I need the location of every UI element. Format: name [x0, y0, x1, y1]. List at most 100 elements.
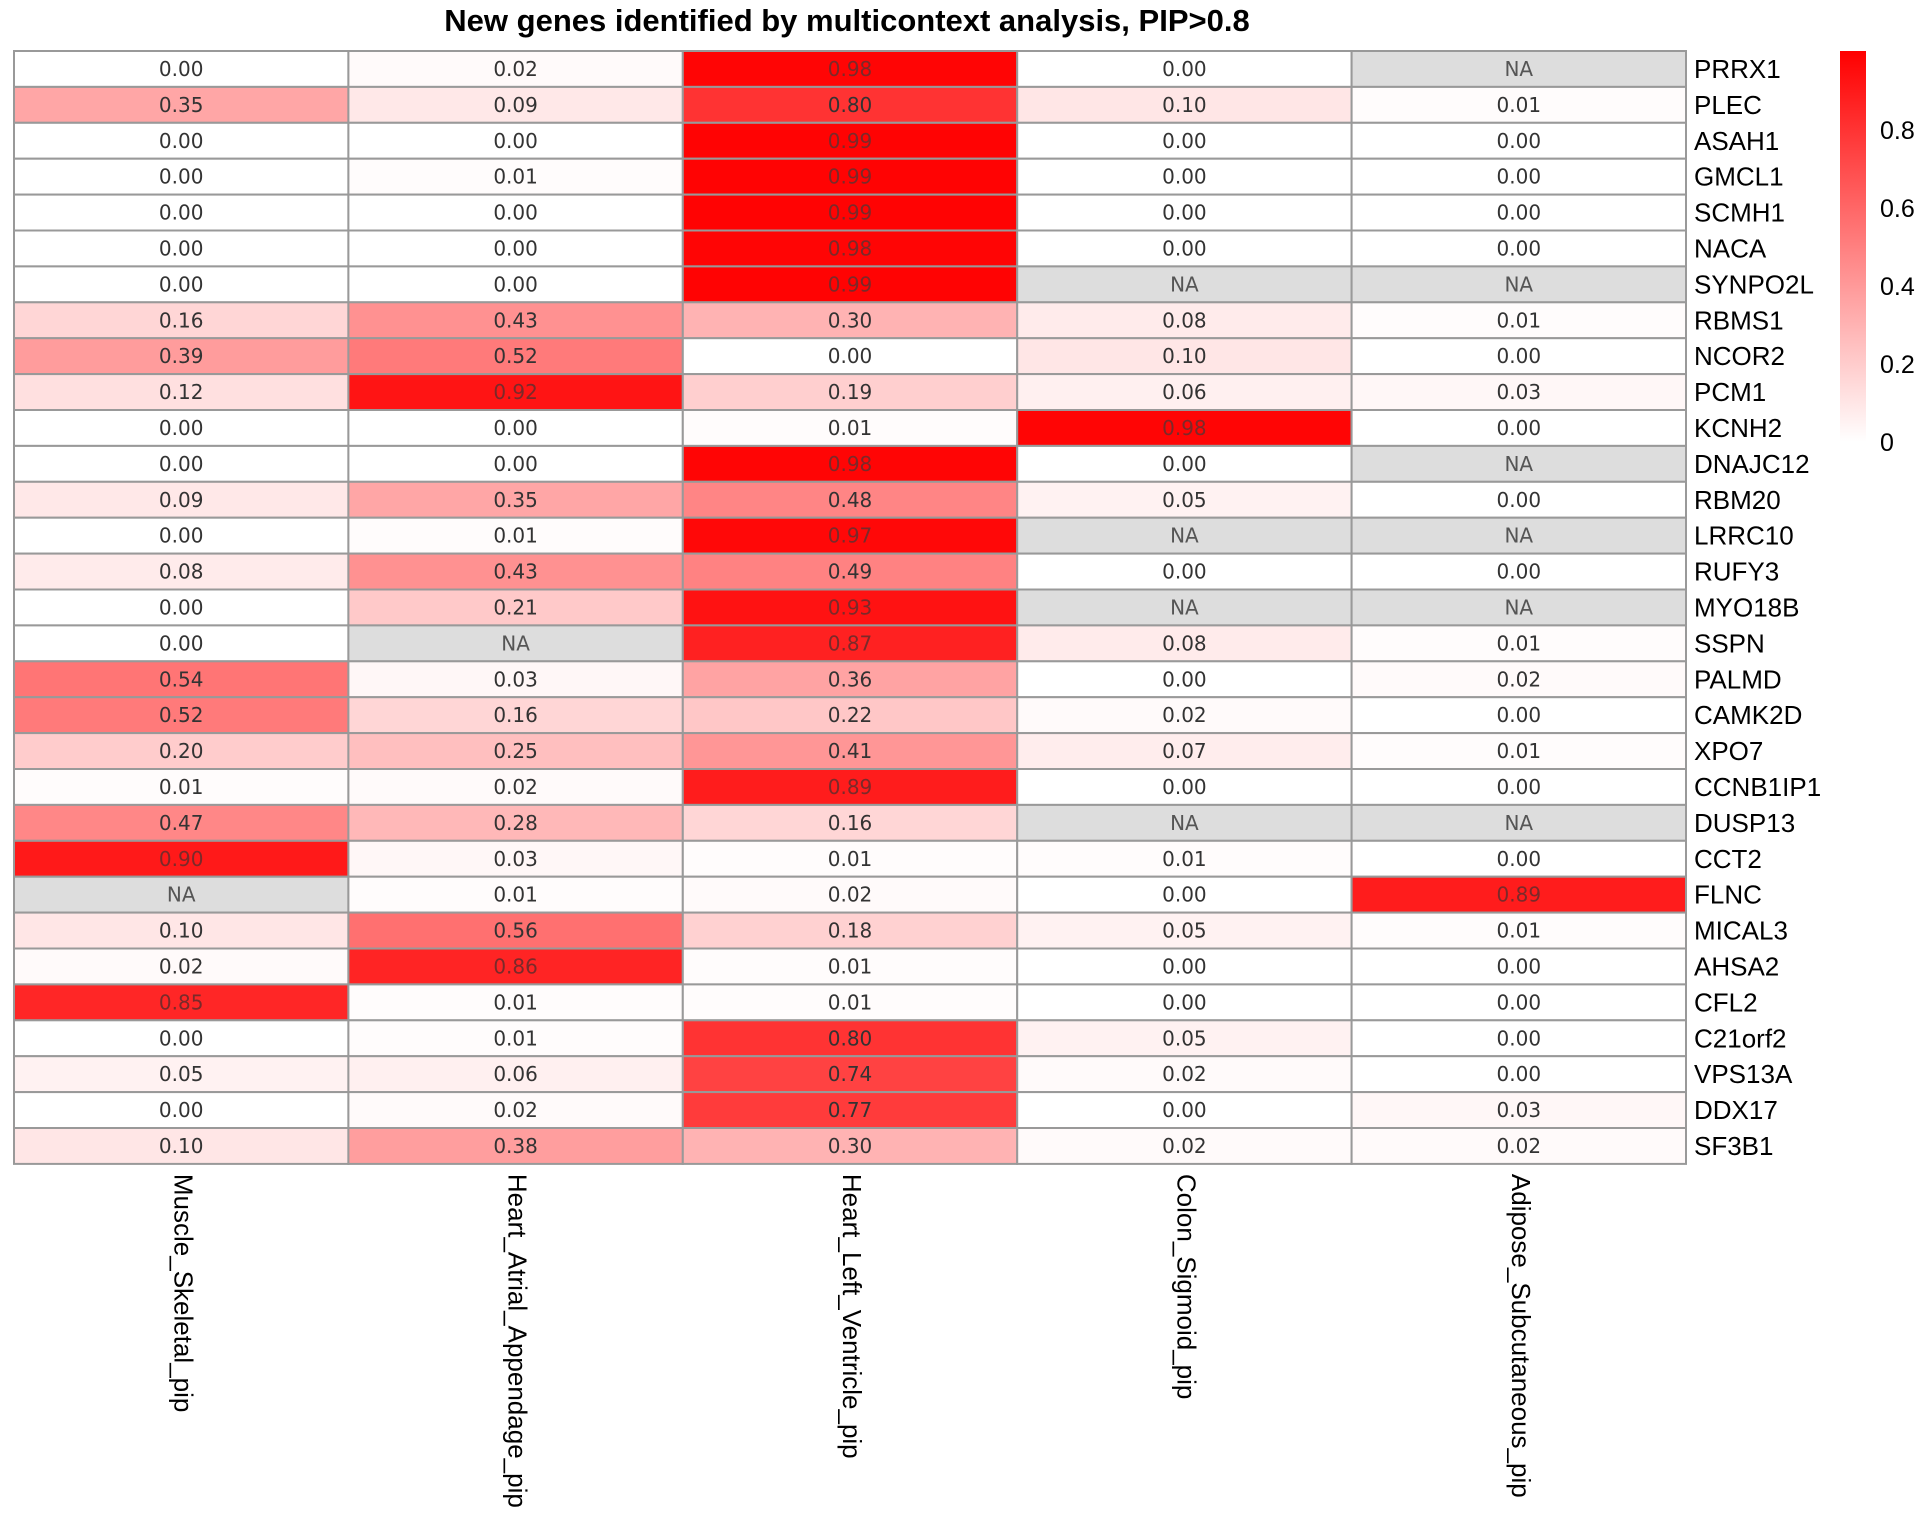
legend-tick-label: 0.8 [1880, 117, 1915, 145]
heatmap-cell [1350, 1055, 1687, 1094]
cell-value-label: 0.00 [1497, 129, 1542, 153]
row-label: MICAL3 [1694, 916, 1788, 946]
cell-value-label: 0.00 [159, 272, 204, 296]
cell-value-label: 0.01 [1497, 919, 1542, 943]
heatmap-cell [13, 265, 350, 304]
heatmap-cell [1350, 337, 1687, 376]
heatmap-cell [681, 911, 1019, 950]
heatmap-cell [347, 947, 684, 986]
heatmap-cell [681, 516, 1019, 555]
cell-value-label: 0.56 [493, 919, 538, 943]
heatmap-cell [1016, 157, 1353, 196]
cell-value-label: 0.89 [828, 775, 873, 799]
cell-value-label: 0.05 [1162, 1026, 1207, 1050]
cell-value-label: 0.16 [493, 703, 538, 727]
cell-value-label: 0.52 [159, 703, 204, 727]
cell-value-label: 0.52 [493, 344, 538, 368]
cell-value-label: 0.74 [828, 1062, 873, 1086]
heatmap-cell [681, 588, 1019, 627]
heatmap-cell [1350, 839, 1687, 878]
cell-value-label: 0.48 [828, 488, 873, 512]
cell-value-label: 0.00 [159, 416, 204, 440]
heatmap-cell [1016, 121, 1353, 160]
heatmap-cell [347, 516, 684, 555]
row-label: SCMH1 [1694, 198, 1785, 228]
cell-value-label: 0.00 [1162, 883, 1207, 907]
cell-value-label: 0.01 [1497, 308, 1542, 332]
heatmap-cell [681, 732, 1019, 770]
heatmap-cell [347, 337, 684, 376]
legend-tick-label: 0.6 [1880, 195, 1915, 223]
heatmap-cell [1350, 875, 1687, 914]
cell-value-label: 0.36 [828, 667, 873, 691]
chart-title: New genes identified by multicontext ana… [444, 3, 1249, 38]
heatmap-cell [681, 947, 1019, 986]
row-label: DDX17 [1694, 1095, 1778, 1125]
cell-value-label: 0.00 [1162, 129, 1207, 153]
heatmap-cell [1016, 588, 1353, 627]
cell-value-label: NA [167, 883, 196, 907]
row-label: NACA [1694, 233, 1767, 263]
cell-value-label: 0.03 [1497, 1098, 1542, 1122]
cell-value-label: 0.00 [1497, 165, 1542, 189]
cell-value-label: 0.01 [493, 883, 538, 907]
heatmap-cell [681, 552, 1019, 591]
cell-value-label: 0.00 [493, 129, 538, 153]
cell-value-label: 0.00 [1497, 344, 1542, 368]
heatmap-cell [347, 588, 684, 627]
cell-value-label: 0.05 [1162, 919, 1207, 943]
heatmap-cell [13, 444, 350, 483]
row-label: CFL2 [1694, 987, 1758, 1017]
cell-value-label: 0.01 [1497, 93, 1542, 117]
cell-value-label: 0.00 [828, 344, 873, 368]
cell-value-label: 0.30 [828, 1134, 873, 1158]
cell-value-label: 0.99 [828, 129, 873, 153]
cell-value-label: NA [1170, 272, 1199, 296]
cell-value-label: 0.01 [828, 847, 873, 871]
heatmap-cell [1350, 1127, 1687, 1165]
cell-value-label: 0.99 [828, 272, 873, 296]
cell-value-label: 0.85 [159, 990, 204, 1014]
cell-value-label: 0.08 [1162, 308, 1207, 332]
heatmap-cell [13, 409, 350, 447]
heatmap-cell [1350, 480, 1687, 519]
heatmap-cell [1016, 516, 1353, 555]
cell-value-label: NA [501, 631, 530, 655]
cell-value-label: 0.90 [159, 847, 204, 871]
cell-value-label: 0.08 [159, 560, 204, 584]
cell-value-label: 0.89 [1497, 883, 1542, 907]
cell-value-label: 0.00 [493, 452, 538, 476]
heatmap-cell [1350, 85, 1687, 124]
heatmap-cell [1350, 732, 1687, 770]
cell-value-label: 0.54 [159, 667, 204, 691]
cell-value-label: 0.00 [1162, 667, 1207, 691]
row-label: PLEC [1694, 90, 1762, 120]
cell-value-label: 0.77 [828, 1098, 873, 1122]
cell-value-label: 0.00 [1497, 488, 1542, 512]
cell-value-label: 0.86 [493, 954, 538, 978]
heatmap-cell [13, 50, 350, 88]
row-label: DUSP13 [1694, 808, 1795, 838]
heatmap-cell [13, 983, 350, 1022]
heatmap-cell [1350, 552, 1687, 591]
heatmap-cell [347, 301, 684, 340]
heatmap-cell [1350, 588, 1687, 627]
cell-value-label: 0.03 [493, 847, 538, 871]
row-label: RBMS1 [1694, 305, 1784, 335]
column-labels: Muscle_Skeletal_pip Heart_Atrial_Appendag… [168, 1174, 1536, 1508]
row-label: PCM1 [1694, 377, 1766, 407]
cell-value-label: 0.00 [1162, 201, 1207, 225]
heatmap-cell [1016, 480, 1353, 519]
heatmap-cell [681, 85, 1019, 124]
cell-value-label: 0.01 [493, 990, 538, 1014]
cell-value-label: 0.02 [159, 954, 204, 978]
heatmap-cells: 0.00 0.02 0.98 0.00 NA 0.35 0.09 0.80 0.10 0.01 0.… [13, 50, 1687, 1165]
heatmap-cell [347, 1091, 684, 1129]
heatmap-cell [1016, 768, 1353, 806]
cell-value-label: 0.00 [1162, 1098, 1207, 1122]
heatmap-cell [1016, 409, 1353, 447]
cell-value-label: 0.00 [1162, 990, 1207, 1014]
cell-value-label: 0.09 [159, 488, 204, 512]
cell-value-label: 0.16 [159, 308, 204, 332]
cell-value-label: 0.01 [159, 775, 204, 799]
